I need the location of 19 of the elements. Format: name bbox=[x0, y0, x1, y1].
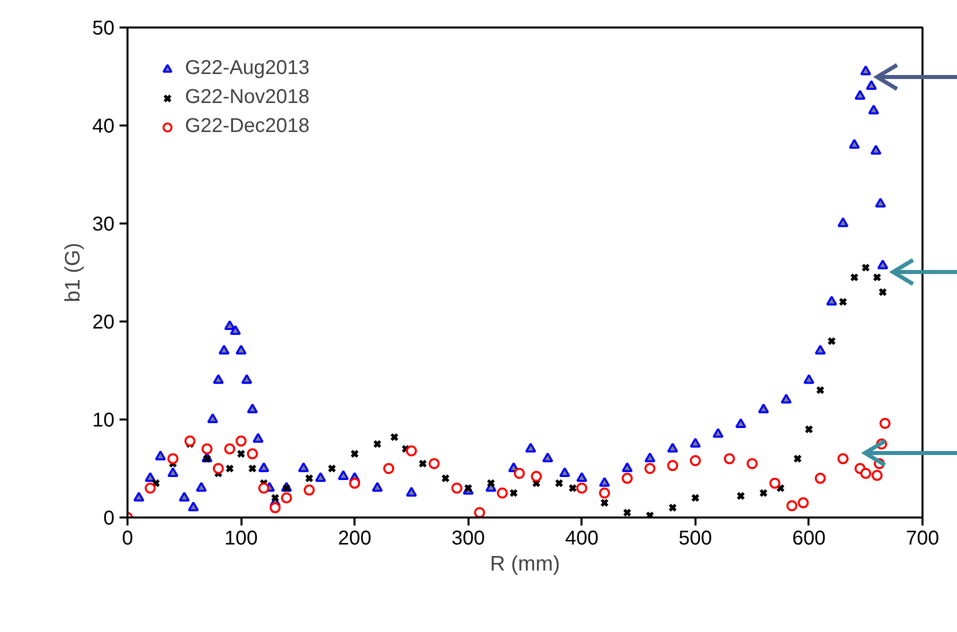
x-tick-label: 600 bbox=[792, 528, 826, 550]
y-tick-label: 20 bbox=[92, 312, 115, 334]
y-tick-label: 40 bbox=[92, 116, 115, 138]
x-tick-label: 400 bbox=[565, 528, 598, 550]
y-tick-label: 10 bbox=[92, 410, 115, 432]
legend-label: G22-Nov2018 bbox=[185, 86, 310, 109]
y-tick-label: 0 bbox=[103, 508, 114, 530]
x-tick-label: 200 bbox=[338, 528, 372, 550]
x-tick-label: 0 bbox=[122, 528, 134, 550]
x-tick-label: 100 bbox=[224, 528, 258, 550]
x-axis-title: R (mm) bbox=[490, 552, 560, 576]
legend-label: G22-Dec2018 bbox=[185, 115, 310, 138]
x-tick-label: 700 bbox=[906, 528, 940, 550]
y-tick-label: 50 bbox=[92, 18, 115, 40]
y-axis-title: b1 (G) bbox=[61, 242, 84, 302]
legend-label: G22-Aug2013 bbox=[185, 57, 310, 80]
x-tick-label: 500 bbox=[678, 528, 712, 550]
x-tick-label: 300 bbox=[452, 528, 485, 550]
y-tick-label: 30 bbox=[92, 214, 115, 236]
